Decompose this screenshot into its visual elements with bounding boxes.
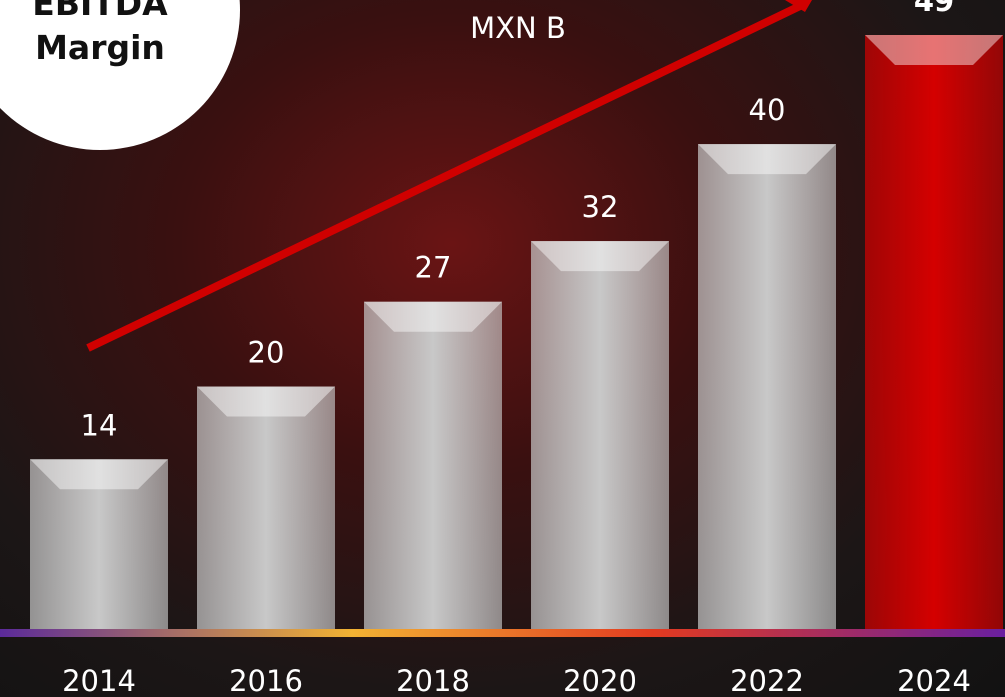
x-tick-label: 2018 [396,664,470,697]
value-label: 49 [914,0,954,18]
chart-subtitle: MXN B [470,11,566,45]
trend-arrow [86,2,802,352]
bar-bevel [531,241,669,272]
bar [865,35,1003,629]
x-tick-label: 2016 [229,664,303,697]
bar-bevel [364,301,502,332]
value-label: 40 [749,93,786,127]
baseline [0,629,1005,637]
bar-bevel [197,386,335,417]
value-label: 14 [81,408,118,442]
x-tick-label: 2020 [563,664,637,697]
bar-bevel [865,35,1003,65]
x-tick-label: 2024 [897,664,971,697]
bar [698,144,836,629]
bar [364,301,502,629]
chart-title: EBITDA Margin [32,0,168,67]
x-tick-label: 2022 [730,664,804,697]
bar [197,386,335,629]
bar [531,241,669,629]
arrow-head [785,0,812,12]
value-label: 20 [248,336,285,370]
value-label: 27 [415,251,452,285]
bar-bevel [30,459,168,490]
bar [30,459,168,629]
value-label: 32 [582,190,619,224]
x-tick-label: 2014 [62,664,136,697]
bar-bevel [698,144,836,175]
